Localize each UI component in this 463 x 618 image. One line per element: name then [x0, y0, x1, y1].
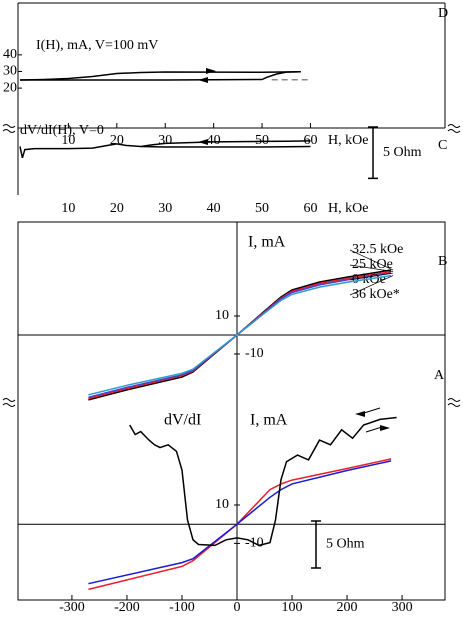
series-line — [140, 140, 311, 148]
x-tick-label: 40 — [207, 201, 221, 216]
x-tick-label: 100 — [282, 600, 303, 615]
scale-bar-label: 5 Ohm — [383, 145, 422, 160]
arrow — [206, 68, 216, 74]
arrow — [355, 411, 365, 417]
panel-ab-frame — [17, 221, 446, 601]
y-tick-label: -10 — [245, 346, 264, 361]
x-tick-label: 60 — [303, 201, 317, 216]
arrow-shaft — [365, 426, 383, 433]
series-line — [19, 71, 301, 81]
legend-leader — [349, 275, 394, 296]
break-mark — [447, 398, 461, 407]
y-axis-label: I, mA — [248, 234, 286, 251]
scale-bar — [368, 126, 378, 180]
y-axis-label: I, mA — [250, 412, 288, 429]
break-mark — [2, 124, 16, 133]
x-tick-label: 10 — [61, 133, 75, 148]
break-mark — [2, 398, 16, 407]
y-tick-label: 40 — [3, 47, 17, 62]
legend-label: 25 kOe — [352, 257, 393, 272]
panel-title: I(H), mA, V=100 mV — [36, 38, 158, 53]
legend-label: 36 kOe* — [352, 287, 400, 302]
legend-leader — [349, 249, 394, 271]
x-axis-label: H, kOe — [328, 201, 368, 216]
x-tick-label: 50 — [255, 201, 269, 216]
legend-leader — [349, 264, 394, 272]
series-line — [129, 416, 397, 547]
panel-label: B — [438, 254, 447, 269]
x-tick-label: -300 — [59, 600, 85, 615]
x-tick-label: 20 — [110, 201, 124, 216]
series-line — [88, 274, 392, 396]
y-tick-label: 10 — [215, 308, 229, 323]
series-line — [88, 458, 392, 591]
y-tick-label: 30 — [3, 64, 17, 79]
y-tick-label: 10 — [215, 497, 229, 512]
series-line — [20, 71, 301, 81]
scale-bar — [311, 520, 321, 569]
y-tick-label: 20 — [3, 80, 17, 95]
series-line — [19, 143, 311, 159]
x-tick-label: 30 — [158, 201, 172, 216]
panel-title: dV/dI(H), V=0 — [20, 123, 104, 138]
x-tick-label: 0 — [234, 600, 241, 615]
x-tick-label: 200 — [337, 600, 358, 615]
panel-d-frame — [17, 2, 446, 128]
x-tick-label: 40 — [207, 133, 221, 148]
legend-label: 32.5 kOe — [352, 242, 403, 257]
x-axis-label: H, kOe — [328, 133, 368, 148]
panel-label: D — [438, 6, 448, 21]
x-tick-label: -200 — [114, 600, 140, 615]
scale-bar-label: 5 Ohm — [326, 537, 365, 552]
y2-axis-label: dV/dI — [164, 412, 201, 429]
legend-label: 0 kOe — [352, 272, 386, 287]
axis-breaks — [2, 124, 461, 407]
legend-leader — [349, 272, 394, 281]
arrow — [380, 425, 390, 431]
x-tick-label: 300 — [392, 600, 413, 615]
x-tick-label: 10 — [61, 201, 75, 216]
x-tick-label: -100 — [169, 600, 195, 615]
break-mark — [447, 124, 461, 133]
x-tick-label: 20 — [110, 133, 124, 148]
panel-label: A — [434, 368, 445, 383]
x-tick-label: 30 — [158, 133, 172, 148]
series-line — [88, 460, 392, 585]
arrow-shaft — [363, 407, 381, 414]
panel-label: C — [438, 138, 447, 153]
